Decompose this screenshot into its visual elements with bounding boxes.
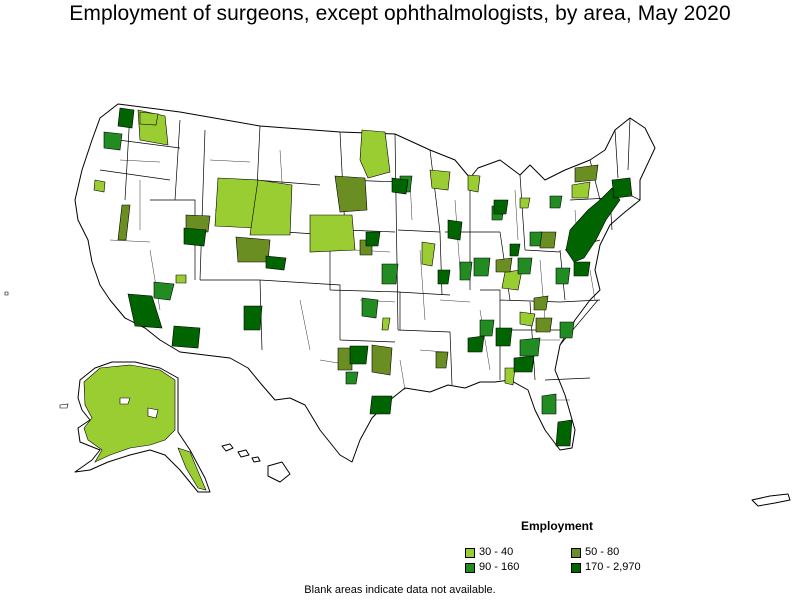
aleutian-island-2 <box>119 397 131 405</box>
area-north-dakota <box>334 175 368 213</box>
area-indianapolis <box>509 243 521 257</box>
hawaii-island-4 <box>267 461 291 483</box>
area-michigan-2 <box>467 174 481 193</box>
area-las-vegas <box>243 305 263 331</box>
area-phoenix <box>127 293 163 329</box>
area-chicago <box>447 219 463 241</box>
area-utah-small <box>175 274 187 284</box>
area-seattle <box>117 107 135 129</box>
area-nashville <box>467 335 485 353</box>
area-nevada-strip <box>117 204 131 241</box>
pacific-island-small <box>4 291 9 296</box>
hawaii-island-2 <box>237 449 250 458</box>
area-st-louis <box>437 269 451 285</box>
area-colorado-ne <box>185 214 211 233</box>
footnote: Blank areas indicate data not available. <box>304 584 496 596</box>
legend-item-170-2970: 170 - 2,970 <box>571 561 641 574</box>
legend-swatch <box>465 562 475 573</box>
legend-item-90-160: 90 - 160 <box>465 561 519 574</box>
legend-title: Employment <box>521 519 594 533</box>
area-tampa <box>555 419 573 447</box>
area-wyoming <box>214 177 259 229</box>
hawaii-island-1 <box>221 443 234 452</box>
area-north-carolina <box>519 311 536 327</box>
area-idaho-south <box>103 131 123 151</box>
area-atlanta <box>495 327 513 347</box>
area-denver <box>183 227 207 247</box>
map-title: Employment of surgeons, except ophthalmo… <box>69 2 731 25</box>
area-west-virginia <box>555 267 571 285</box>
area-alaska <box>83 364 176 463</box>
area-houston <box>369 395 393 415</box>
legend-label: 50 - 80 <box>585 546 620 558</box>
area-minneapolis <box>391 177 409 195</box>
area-northeast-corridor <box>565 187 621 263</box>
area-nebraska-west <box>309 214 356 253</box>
area-alabama <box>479 319 495 337</box>
legend-swatch <box>465 547 475 558</box>
area-georgia <box>519 337 541 357</box>
legend-swatch <box>571 547 581 558</box>
area-tucson <box>171 325 201 349</box>
area-texas-east <box>345 371 359 385</box>
area-washington-east <box>139 111 159 126</box>
area-texas-small <box>381 317 391 331</box>
area-alaska-panhandle <box>177 447 207 491</box>
area-charlotte <box>513 355 535 373</box>
area-new-york-west <box>574 164 599 183</box>
area-new-york <box>571 181 591 199</box>
legend-swatch <box>571 562 581 573</box>
area-georgia-small <box>504 367 516 386</box>
area-colorado-north <box>235 236 271 263</box>
area-ohio <box>495 257 513 273</box>
legend-label: 170 - 2,970 <box>585 561 641 573</box>
area-oregon-east <box>93 179 106 193</box>
area-kansas <box>361 297 379 319</box>
legend-label: 30 - 40 <box>479 546 514 558</box>
area-albuquerque <box>265 255 287 271</box>
area-oklahoma-2 <box>371 344 393 376</box>
area-montana-east <box>359 129 391 179</box>
area-iowa <box>381 263 399 285</box>
area-dallas <box>349 345 369 365</box>
area-oklahoma <box>337 347 353 371</box>
area-ne-ohio <box>519 197 531 209</box>
hawaii-island-3 <box>251 456 261 463</box>
area-ohio-2 <box>529 231 543 247</box>
area-south-carolina <box>559 321 575 339</box>
area-detroit <box>493 199 509 215</box>
area-michigan <box>429 169 451 191</box>
legend-item-50-80: 50 - 80 <box>571 546 619 559</box>
area-boston <box>611 177 633 199</box>
area-indiana <box>473 257 491 277</box>
aleutian-island-1 <box>59 403 69 409</box>
legend-item-30-40: 30 - 40 <box>465 546 513 559</box>
area-kentucky <box>501 269 523 291</box>
area-tennessee <box>459 261 473 281</box>
legend-label: 90 - 160 <box>479 561 520 573</box>
area-arkansas <box>435 351 449 369</box>
area-wyoming-se <box>249 179 293 236</box>
area-washington-dc <box>573 261 591 277</box>
area-illinois <box>421 241 436 267</box>
area-kansas-city <box>365 231 381 247</box>
area-new-jersey-small <box>549 195 563 209</box>
aleutian-island-3 <box>147 407 159 419</box>
area-north-carolina-2 <box>535 317 553 333</box>
area-virginia <box>533 295 549 311</box>
area-utah <box>153 281 175 301</box>
area-florida-north <box>541 393 557 415</box>
area-pennsylvania <box>539 231 557 249</box>
puerto-rico-outline <box>751 493 791 507</box>
area-kentucky-2 <box>517 257 533 275</box>
